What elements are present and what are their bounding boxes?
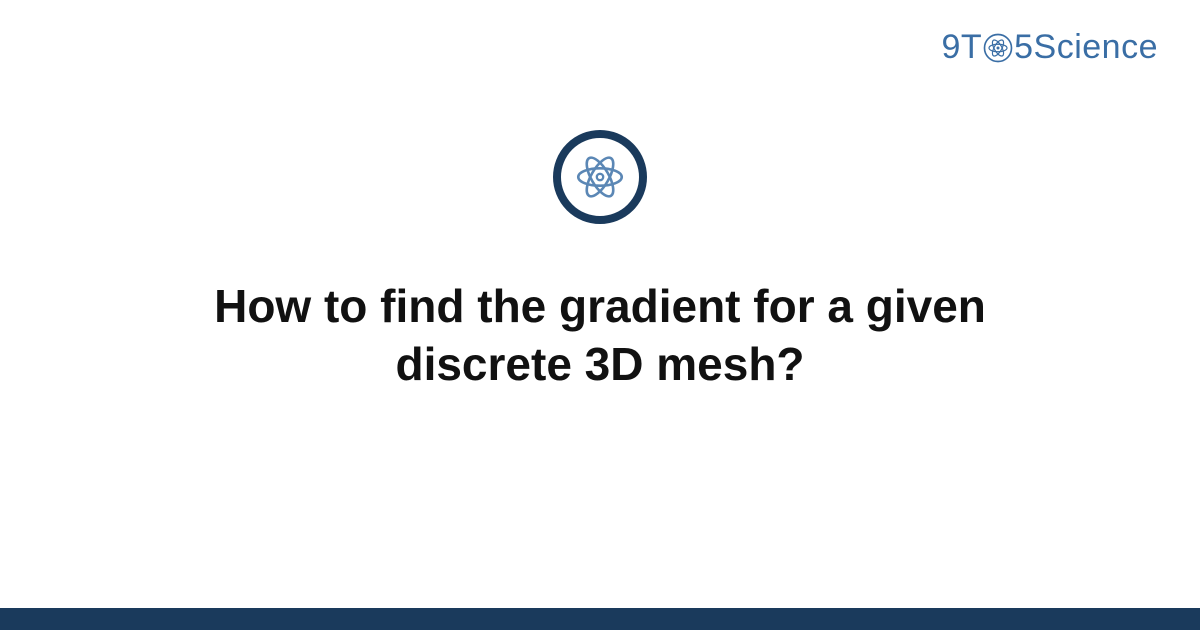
brand-text-left: 9T	[941, 28, 982, 67]
brand-logo: 9T 5Science	[941, 28, 1158, 67]
hero-icon-ring	[553, 130, 647, 224]
brand-text-right: 5Science	[1014, 28, 1158, 67]
main-content: How to find the gradient for a given dis…	[0, 130, 1200, 393]
atom-icon	[571, 148, 629, 206]
page-title: How to find the gradient for a given dis…	[150, 278, 1050, 393]
footer-accent-bar	[0, 608, 1200, 630]
atom-icon	[983, 33, 1013, 63]
